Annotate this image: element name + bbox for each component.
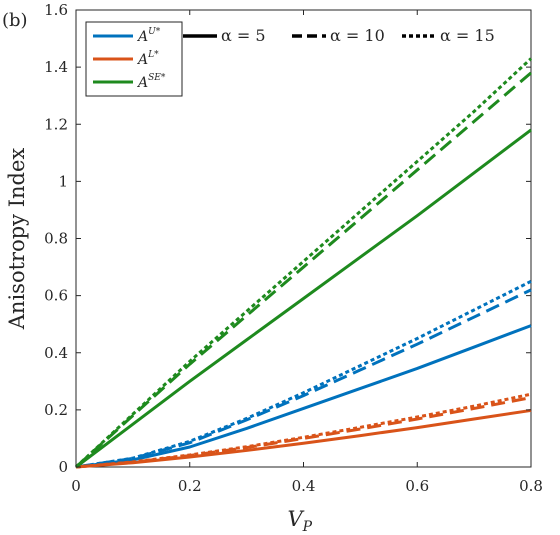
x-tick-label: 0.6 [405,477,429,495]
legend-label-2: AL* [136,50,159,68]
x-axis-label-sub: P [302,519,313,535]
series-line-al-dashed [75,396,532,469]
y-tick-label: 0.8 [44,230,68,248]
style-legend: α = 5 α = 10 α = 15 [183,26,495,45]
y-tick-label: 0.6 [44,287,68,305]
y-tick-label: 0.2 [44,401,68,419]
y-tick-label: 1.6 [44,1,68,19]
series-line-ase-solid [75,128,532,469]
panel-label: (b) [2,10,28,31]
legend-style-label-dotted: α = 15 [440,26,495,45]
x-tick-label: 0.4 [292,477,316,495]
y-tick-label: 1 [58,172,68,190]
ticks-layer: 0 0.2 0.4 0.6 0.8 0 0.2 0.4 0.6 0.8 1 1.2 1.4 1.6 [44,1,543,495]
legend-label-1: AU* [136,27,161,45]
y-tick-label: 1.2 [44,115,68,133]
series-line-au-dashed [75,288,532,469]
y-tick-label: 0.4 [44,344,68,362]
series-line-au-solid [75,324,532,469]
x-tick-label: 0 [71,477,81,495]
series-line-ase-dashed [74,71,532,469]
series-legend: AU* AL* ASE* [85,21,183,97]
y-tick-label: 1.4 [44,58,68,76]
x-tick-label: 0.2 [178,477,202,495]
legend-style-label-solid: α = 5 [221,26,266,45]
x-axis-label-base: V [288,507,305,531]
x-tick-label: 0.8 [519,477,543,495]
series-layer [74,57,533,469]
y-tick-label: 0 [58,458,68,476]
legend-style-label-dashed: α = 10 [330,26,385,45]
y-axis-label: Anisotropy Index [5,148,29,331]
x-axis-label: VP [288,507,313,535]
series-line-au-dotted [75,279,532,469]
legend-label-3: ASE* [136,73,166,91]
